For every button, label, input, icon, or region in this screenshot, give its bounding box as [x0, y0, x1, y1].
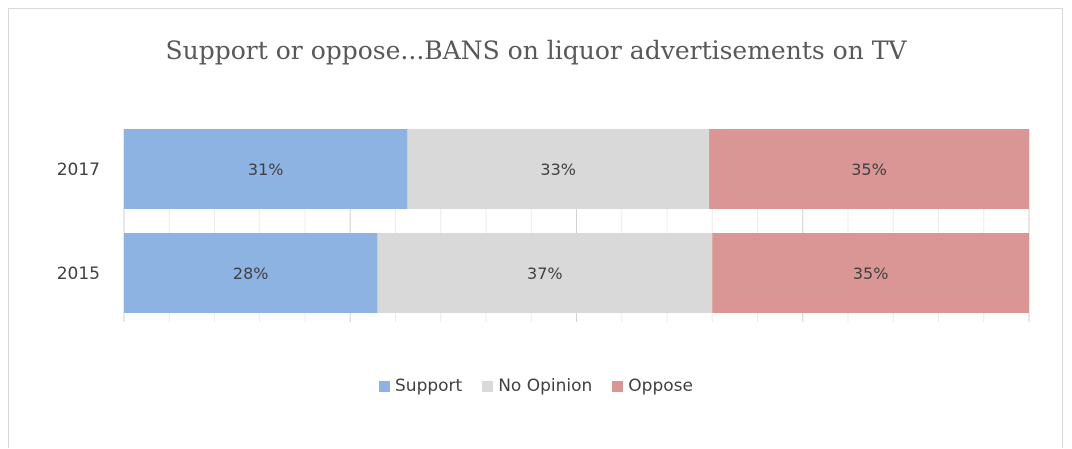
chart-title: Support or oppose...BANS on liquor adver…: [165, 36, 907, 65]
data-label-oppose-2017: 35%: [851, 160, 887, 179]
data-label-oppose-2015: 35%: [853, 264, 889, 283]
legend-item-oppose: Oppose: [612, 376, 693, 396]
data-label-no-opinion-2015: 37%: [527, 264, 563, 283]
legend-label: No Opinion: [498, 376, 593, 396]
category-label-2015: 2015: [57, 264, 100, 284]
legend-item-no-opinion: No Opinion: [482, 376, 592, 396]
bar-no-opinion-2015: [377, 233, 713, 313]
data-label-support-2017: 31%: [248, 160, 284, 179]
category-label-2017: 2017: [57, 160, 100, 180]
bar-support-2015: [124, 233, 378, 313]
bar-no-opinion-2017: [407, 129, 710, 209]
legend-swatch: [612, 380, 624, 392]
legend-label: Support: [395, 376, 463, 396]
legend-label: Oppose: [628, 376, 693, 396]
data-label-no-opinion-2017: 33%: [540, 160, 576, 179]
bar-oppose-2015: [712, 233, 1029, 313]
bar-oppose-2017: [709, 129, 1029, 209]
legend-swatch: [482, 380, 494, 392]
legend-swatch: [379, 380, 390, 392]
chart-legend: Support No Opinion Oppose: [0, 376, 1072, 396]
legend-item-support: Support: [379, 376, 462, 396]
data-label-support-2015: 28%: [233, 264, 269, 283]
chart-frame: [8, 8, 1063, 448]
bar-support-2017: [124, 129, 408, 209]
